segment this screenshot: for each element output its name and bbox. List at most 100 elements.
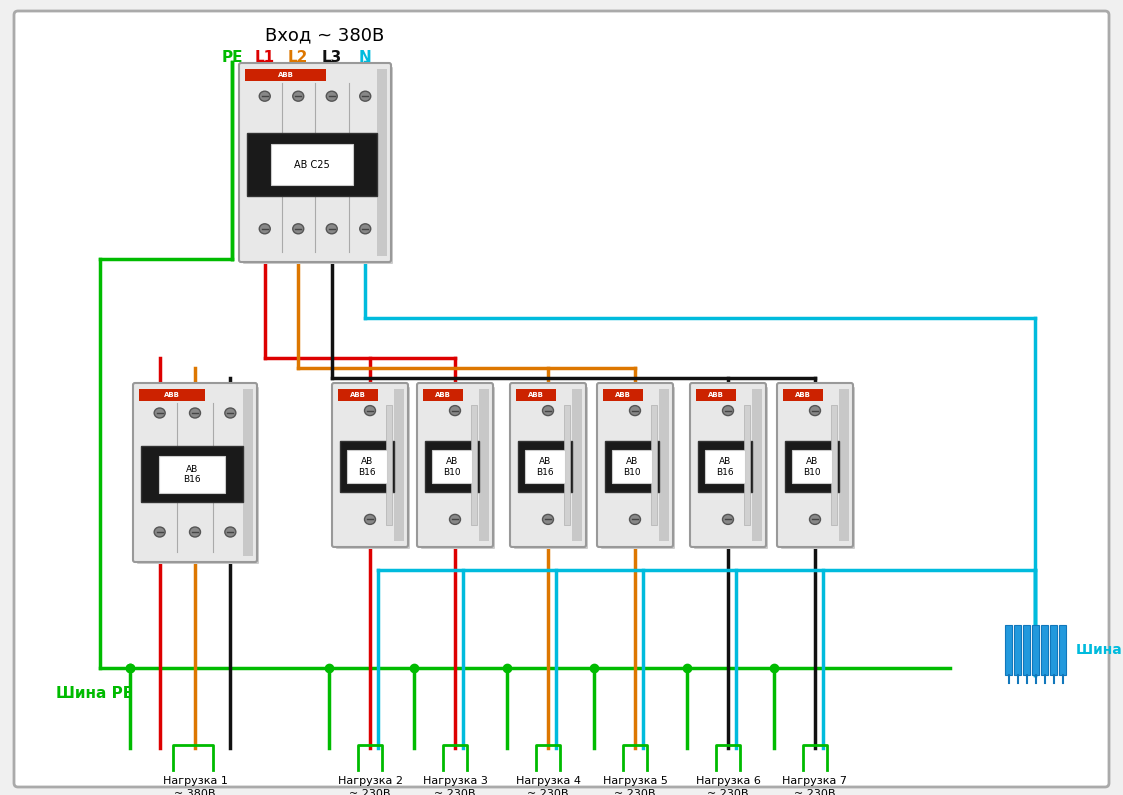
- FancyBboxPatch shape: [601, 387, 675, 549]
- FancyBboxPatch shape: [597, 383, 673, 547]
- Bar: [792, 450, 832, 483]
- Bar: [696, 389, 736, 401]
- Ellipse shape: [259, 224, 271, 234]
- Bar: [432, 450, 472, 483]
- Text: N: N: [359, 49, 372, 64]
- Ellipse shape: [542, 514, 554, 525]
- FancyBboxPatch shape: [137, 387, 259, 564]
- Ellipse shape: [810, 405, 821, 416]
- Ellipse shape: [365, 514, 375, 525]
- Text: Нагрузка 5
~ 230В
до 2,3кВт: Нагрузка 5 ~ 230В до 2,3кВт: [603, 776, 667, 795]
- Ellipse shape: [722, 405, 733, 416]
- FancyBboxPatch shape: [510, 383, 586, 547]
- Bar: [480, 389, 489, 541]
- Bar: [159, 456, 225, 493]
- Text: АВ
В10: АВ В10: [623, 457, 641, 476]
- Text: АВ С25: АВ С25: [294, 160, 330, 170]
- Ellipse shape: [630, 405, 640, 416]
- Bar: [141, 446, 243, 502]
- Bar: [831, 405, 837, 525]
- Text: Нагрузка 6
~ 230В
до 3,5кВт: Нагрузка 6 ~ 230В до 3,5кВт: [695, 776, 760, 795]
- Ellipse shape: [259, 91, 271, 101]
- Bar: [612, 450, 651, 483]
- Text: Нагрузка 3
~ 230В
до 2,3кВт: Нагрузка 3 ~ 230В до 2,3кВт: [422, 776, 487, 795]
- Bar: [572, 389, 582, 541]
- Text: АВ
В10: АВ В10: [803, 457, 821, 476]
- FancyBboxPatch shape: [332, 383, 408, 547]
- Text: Нагрузка 2
~ 230В
до 3,5кВт: Нагрузка 2 ~ 230В до 3,5кВт: [338, 776, 402, 795]
- Text: L1: L1: [255, 49, 275, 64]
- Ellipse shape: [810, 514, 821, 525]
- Bar: [243, 389, 253, 556]
- Bar: [603, 389, 642, 401]
- Bar: [245, 69, 327, 81]
- Text: ABB: ABB: [528, 392, 544, 398]
- Ellipse shape: [190, 408, 201, 418]
- Ellipse shape: [154, 527, 165, 537]
- FancyBboxPatch shape: [239, 63, 391, 262]
- Text: ABB: ABB: [277, 72, 293, 78]
- Bar: [1005, 625, 1012, 675]
- Ellipse shape: [293, 91, 303, 101]
- Ellipse shape: [449, 514, 460, 525]
- Bar: [699, 441, 752, 492]
- Text: ABB: ABB: [435, 392, 450, 398]
- Text: PE: PE: [221, 49, 243, 64]
- Bar: [526, 450, 565, 483]
- Text: АВ
В10: АВ В10: [444, 457, 460, 476]
- FancyBboxPatch shape: [133, 383, 257, 562]
- Text: Шина N: Шина N: [1076, 643, 1123, 657]
- Text: L2: L2: [289, 49, 309, 64]
- Text: Вход ~ 380В: Вход ~ 380В: [265, 26, 384, 44]
- Ellipse shape: [190, 527, 201, 537]
- Bar: [564, 405, 570, 525]
- Ellipse shape: [449, 405, 460, 416]
- Bar: [139, 389, 206, 401]
- Bar: [705, 450, 745, 483]
- Ellipse shape: [225, 408, 236, 418]
- Bar: [423, 389, 463, 401]
- Bar: [839, 389, 849, 541]
- Text: АВ
В16: АВ В16: [358, 457, 376, 476]
- Bar: [394, 389, 404, 541]
- Bar: [1041, 625, 1048, 675]
- FancyBboxPatch shape: [13, 11, 1110, 787]
- Bar: [247, 134, 377, 196]
- Bar: [347, 450, 386, 483]
- Bar: [1014, 625, 1021, 675]
- Text: ABB: ABB: [795, 392, 811, 398]
- Bar: [471, 405, 477, 525]
- Bar: [605, 441, 659, 492]
- FancyBboxPatch shape: [777, 383, 853, 547]
- Ellipse shape: [293, 224, 303, 234]
- Ellipse shape: [722, 514, 733, 525]
- Bar: [515, 389, 556, 401]
- Ellipse shape: [359, 91, 371, 101]
- Ellipse shape: [225, 527, 236, 537]
- FancyBboxPatch shape: [421, 387, 495, 549]
- FancyBboxPatch shape: [336, 387, 410, 549]
- Ellipse shape: [359, 224, 371, 234]
- FancyBboxPatch shape: [417, 383, 493, 547]
- Ellipse shape: [630, 514, 640, 525]
- Text: Нагрузка 1
~ 380В
до 10кВт: Нагрузка 1 ~ 380В до 10кВт: [163, 776, 228, 795]
- Ellipse shape: [154, 408, 165, 418]
- Text: ABB: ABB: [707, 392, 723, 398]
- Bar: [272, 145, 353, 185]
- Bar: [340, 441, 394, 492]
- Text: Нагрузка 7
~ 230В
до 2,3кВт: Нагрузка 7 ~ 230В до 2,3кВт: [783, 776, 848, 795]
- Text: АВ
В16: АВ В16: [716, 457, 733, 476]
- Bar: [783, 389, 823, 401]
- Bar: [518, 441, 572, 492]
- Bar: [785, 441, 839, 492]
- Text: L3: L3: [321, 49, 341, 64]
- Bar: [338, 389, 377, 401]
- FancyBboxPatch shape: [694, 387, 768, 549]
- Ellipse shape: [327, 224, 337, 234]
- Ellipse shape: [542, 405, 554, 416]
- Text: ABB: ABB: [615, 392, 631, 398]
- Text: ABB: ABB: [350, 392, 366, 398]
- Ellipse shape: [327, 91, 337, 101]
- FancyBboxPatch shape: [514, 387, 588, 549]
- Bar: [377, 69, 387, 256]
